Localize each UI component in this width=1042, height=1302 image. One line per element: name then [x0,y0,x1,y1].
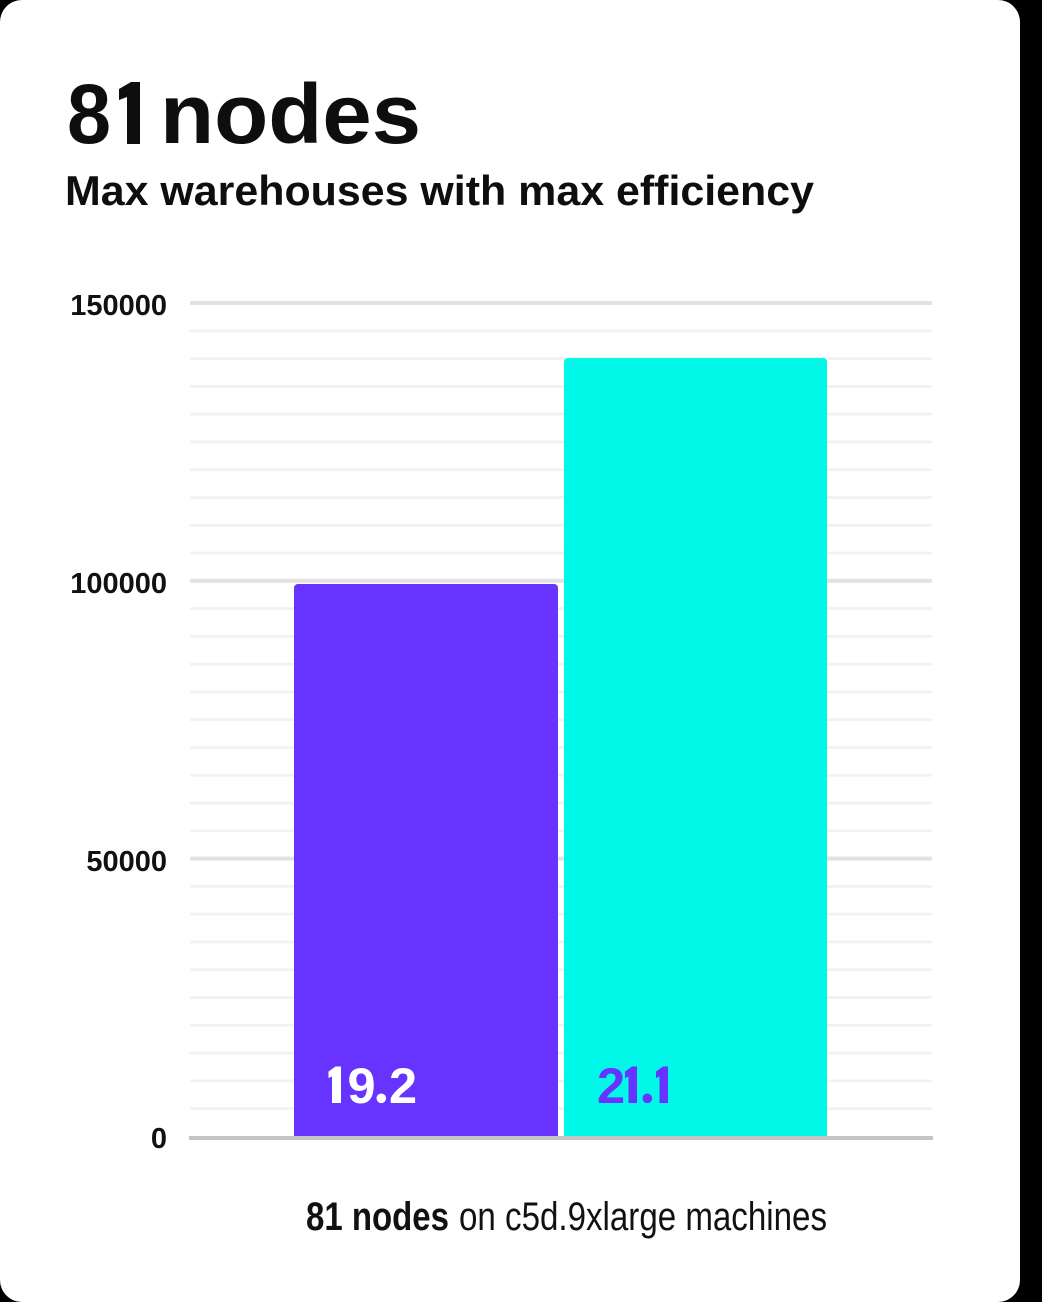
svg-text:9: 9 [348,1057,376,1114]
svg-text:0: 0 [151,1123,167,1155]
svg-text:50000: 50000 [86,846,167,878]
svg-text:2: 2 [389,1057,417,1114]
svg-text:150000: 150000 [70,290,167,322]
svg-text:2: 2 [597,1057,625,1114]
svg-text:on c5d.9xlarge machines: on c5d.9xlarge machines [459,1195,827,1239]
svg-text:Max warehouses with max effici: Max warehouses with max efficiency [65,167,815,214]
svg-text:100000: 100000 [70,568,167,600]
svg-text:81 nodes: 81 nodes [306,1195,449,1239]
